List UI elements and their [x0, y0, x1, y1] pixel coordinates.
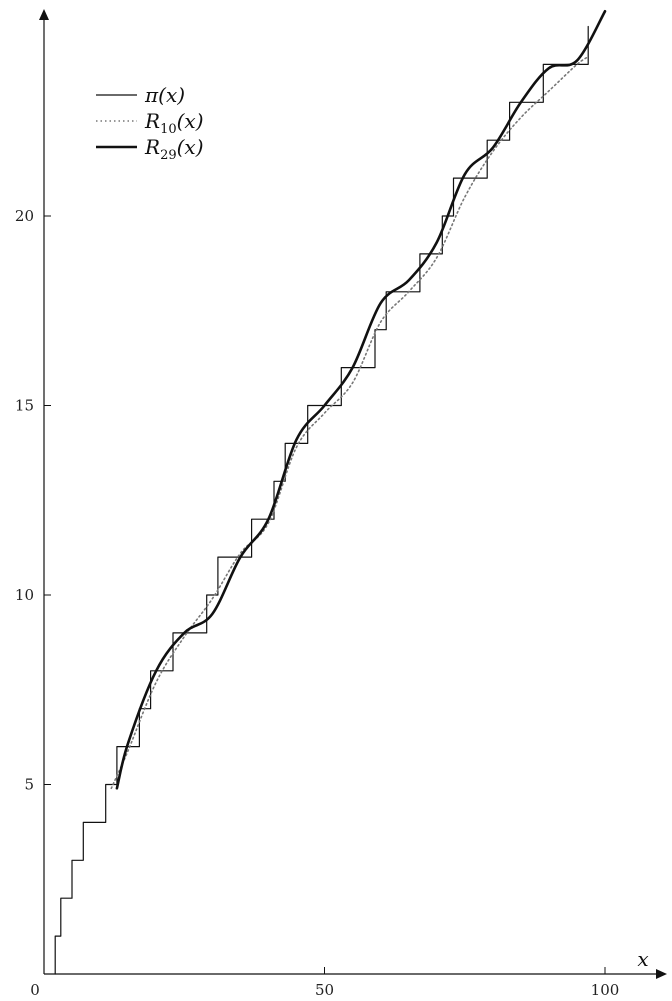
series-line-r29 — [115, 10, 607, 790]
y-tick-label: 5 — [24, 776, 34, 794]
legend-entry-arg: (x) — [158, 83, 185, 107]
x-axis-label: x — [637, 947, 648, 971]
y-tick-label: 15 — [15, 397, 34, 415]
legend-entry-base: R — [144, 135, 160, 159]
legend-entry-label: R29(x) — [144, 135, 204, 163]
legend-entry-base: R — [144, 109, 160, 133]
legend-entry-sub: 29 — [160, 148, 177, 163]
y-tick-label: 10 — [15, 586, 34, 604]
x-tick-label: 0 — [30, 981, 40, 999]
legend-entry-arg: (x) — [177, 135, 204, 159]
axes: 0 50 100 5 10 15 20 x — [15, 9, 667, 999]
y-tick-label: 20 — [15, 207, 34, 225]
legend-entry-base: π — [144, 83, 159, 107]
legend-entry-label: π(x) — [144, 83, 185, 107]
legend: π(x)R10(x)R29(x) — [96, 83, 204, 163]
x-tick-label: 50 — [315, 981, 334, 999]
series-line-r10 — [110, 56, 589, 790]
legend-entry-label: R10(x) — [144, 109, 204, 137]
x-tick-label: 100 — [591, 981, 620, 999]
legend-entry-sub: 10 — [160, 122, 177, 137]
series-layer — [54, 10, 607, 975]
series-line-pi — [54, 25, 589, 975]
legend-entry-arg: (x) — [177, 109, 204, 133]
